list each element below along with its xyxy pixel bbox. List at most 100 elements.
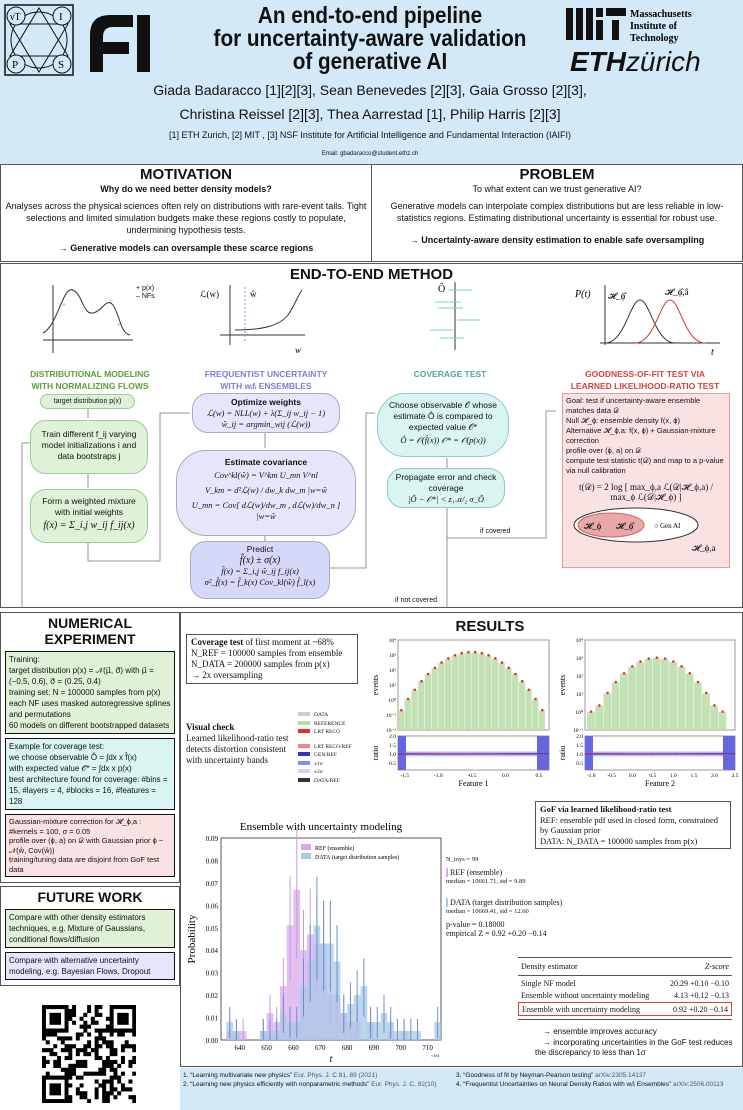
histogram-bar — [471, 652, 479, 730]
histogram-bar — [538, 710, 546, 730]
histogram-bar — [458, 653, 465, 730]
qr-module — [64, 1005, 69, 1010]
qr-module — [83, 1044, 88, 1049]
y-tick-label: 10³ — [389, 653, 397, 659]
numerical-section: NUMERICAL EXPERIMENT Training: target di… — [0, 612, 180, 883]
histogram-bar — [644, 658, 653, 730]
qr-module — [132, 1020, 136, 1025]
training-box: Training: target distribution p(x) = 𝒩(μ… — [5, 651, 175, 734]
y-tick-label: 0.04 — [206, 947, 219, 955]
qr-module — [109, 1083, 114, 1088]
qr-module — [98, 1083, 103, 1088]
qr-module — [42, 1016, 46, 1021]
y-tick-label: 10² — [389, 668, 397, 674]
qr-module — [98, 1071, 103, 1076]
qr-module — [102, 1083, 107, 1088]
coverage-line: we choose observable Ô = ∫dx x f̂(x) — [9, 753, 137, 762]
qr-module — [64, 1079, 69, 1084]
qr-module — [49, 1091, 54, 1096]
label-line: GOODNESS-OF-FIT TEST VIA — [585, 369, 705, 379]
venn-label: ○ Gen AI — [654, 522, 681, 530]
reference-link[interactable]: arXiv:2305.14137 — [595, 1072, 647, 1079]
lrt-reco-point — [406, 697, 410, 701]
legend-entry: GEN/REF — [298, 751, 370, 760]
qr-module — [64, 1071, 69, 1076]
y-tick-label: 10⁰ — [388, 697, 397, 704]
qr-module — [117, 1016, 122, 1021]
qr-module — [75, 1087, 80, 1092]
lrt-reco-point — [433, 666, 437, 670]
reference-link[interactable]: Eur. Phys. J. C, 82(10) — [371, 1081, 437, 1088]
qr-code[interactable] — [42, 1005, 136, 1103]
chart-title: Ensemble with uncertainty modeling — [240, 821, 403, 833]
qr-module — [53, 1032, 58, 1037]
qr-module — [57, 1055, 61, 1061]
qr-module — [128, 1028, 133, 1033]
qr-module — [53, 1063, 58, 1068]
qr-module — [102, 1059, 107, 1064]
axis-label: t — [711, 347, 714, 357]
visual-title: Visual check — [186, 722, 235, 732]
histogram-bar — [587, 712, 595, 730]
table-row-highlighted: Ensemble with uncertainty modeling 0.92 +… — [518, 1002, 732, 1016]
qr-module — [53, 1020, 58, 1025]
qr-module — [102, 1071, 107, 1076]
qr-module — [90, 1048, 95, 1053]
qr-module — [132, 1095, 136, 1100]
qr-module — [132, 1016, 136, 1021]
histogram-bar — [313, 925, 321, 1040]
qr-module — [68, 1052, 73, 1057]
histogram-bar — [293, 889, 301, 1040]
reference-link[interactable]: arXiv:2506.00113 — [673, 1081, 724, 1088]
qr-module — [120, 1016, 125, 1021]
band-edge — [723, 736, 735, 770]
qr-module — [57, 1087, 61, 1092]
histogram-bar — [718, 712, 727, 730]
qr-module — [120, 1005, 125, 1010]
qr-module — [64, 1024, 69, 1029]
legend-px: + p(x) — [136, 285, 155, 292]
legend-entry: LRT RECO/REF — [298, 743, 370, 752]
qr-module — [64, 1044, 69, 1049]
optimize-box: Optimize weights ℒ(w) = NLL(w) + λ(Σ_ij w… — [192, 393, 340, 433]
histogram-bar — [431, 668, 438, 730]
qr-module — [109, 1016, 114, 1021]
lrt-reco-point — [527, 688, 531, 692]
qr-module — [120, 1087, 125, 1092]
x-tick-label: 0.0 — [629, 773, 636, 779]
qr-module — [49, 1032, 54, 1037]
qr-module — [109, 1052, 114, 1057]
label-line: LEARNED LIKELIHOOD-RATIO TEST — [570, 381, 720, 391]
qr-module — [83, 1012, 88, 1017]
gof-item: profile over (ϕ, a) on 𝒟 with Gaussian p… — [9, 836, 164, 855]
x-tick-label: -0.5 — [467, 773, 476, 779]
qr-module — [42, 1099, 46, 1103]
reference-link[interactable]: Eur. Phys. J. C 81, 89 (2021) — [293, 1072, 378, 1079]
qr-module — [60, 1048, 65, 1053]
problem-question: To what extent can we trust generative A… — [472, 184, 642, 194]
qr-module — [102, 1063, 107, 1068]
histogram-bar — [532, 699, 539, 730]
qr-module — [53, 1044, 58, 1049]
qr-module — [105, 1028, 110, 1033]
coverage-title: Example for coverage test: — [9, 742, 105, 751]
eq: |Ô − 𝒪*| < z₁₋α/₂ σ_Ô — [407, 494, 485, 504]
qr-module — [120, 1083, 125, 1088]
histogram-bar — [451, 655, 458, 730]
qr-module — [64, 1083, 69, 1088]
qr-module — [109, 1012, 114, 1017]
mixture-eq: f(x) = Σ_i,j w_ij f_ij(x) — [43, 520, 135, 531]
authors: Giada Badaracco [1][2][3], Sean Benevede… — [153, 82, 587, 98]
authors: Christina Reissel [2][3], Thea Aarrestad… — [179, 106, 561, 122]
if-covered-label: if covered — [480, 528, 511, 535]
legend-entry: LRT RECO — [298, 728, 370, 737]
lrt-reco-point — [630, 665, 634, 668]
label-line: DISTRIBUTIONAL MODELING — [30, 369, 150, 379]
box-title: Optimize weights — [231, 397, 301, 407]
qr-module — [60, 1075, 65, 1080]
qr-module — [42, 1083, 46, 1088]
lrt-reco-point — [688, 671, 692, 675]
lrt-reco-point — [487, 653, 490, 657]
histogram-bar — [693, 682, 702, 730]
qr-module — [83, 1091, 88, 1096]
